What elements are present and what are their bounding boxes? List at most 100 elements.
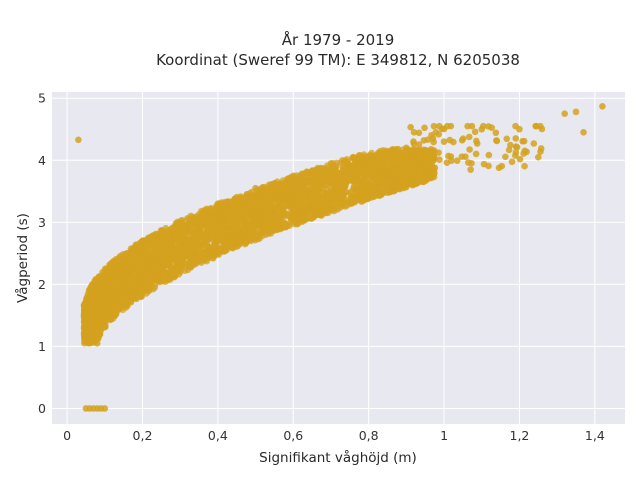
data-points <box>75 102 606 412</box>
data-point <box>537 148 544 155</box>
data-point <box>358 195 365 202</box>
data-point <box>92 283 100 291</box>
data-point <box>512 122 519 130</box>
y-tick-label: 0 <box>38 401 46 416</box>
data-point <box>117 289 125 296</box>
data-point <box>349 154 356 161</box>
data-point <box>505 146 513 154</box>
data-point <box>431 169 438 177</box>
data-point <box>498 162 506 170</box>
x-tick-label: 0,2 <box>133 428 153 443</box>
x-tick-labels: 0 0,2 0,4 0,6 0,8 1 1,2 1,4 <box>63 428 605 443</box>
data-point <box>561 110 568 118</box>
data-point <box>104 278 111 286</box>
data-point <box>508 158 516 166</box>
data-point <box>316 169 324 176</box>
data-point <box>81 336 89 344</box>
x-tick-label: 1 <box>440 428 448 443</box>
data-point <box>297 214 304 221</box>
data-point <box>217 248 224 255</box>
data-point <box>261 197 269 204</box>
data-point <box>277 202 285 210</box>
data-point <box>107 268 114 276</box>
data-point <box>502 153 509 161</box>
data-point <box>431 164 439 172</box>
data-point <box>180 243 187 251</box>
data-point <box>363 178 371 185</box>
data-point <box>407 123 414 131</box>
data-point <box>107 284 115 292</box>
data-point <box>274 193 281 200</box>
data-point <box>391 186 399 194</box>
data-point <box>341 168 349 176</box>
data-point <box>132 252 140 259</box>
data-point <box>264 188 271 195</box>
data-point <box>128 293 135 300</box>
chart-title-line1: År 1979 - 2019 <box>282 30 395 49</box>
data-point <box>321 202 328 210</box>
data-point <box>465 133 473 141</box>
data-point <box>274 181 282 189</box>
data-point <box>181 235 189 243</box>
data-point <box>122 262 130 269</box>
data-point <box>382 150 389 158</box>
data-point <box>239 204 246 212</box>
data-point <box>308 168 316 175</box>
data-point <box>492 129 500 137</box>
data-point <box>281 186 288 194</box>
data-point <box>488 124 496 131</box>
data-point <box>203 257 211 265</box>
data-point <box>534 153 542 161</box>
data-point <box>331 200 339 207</box>
data-point <box>106 308 114 316</box>
data-point <box>189 239 197 247</box>
data-point <box>284 196 292 204</box>
data-point <box>234 214 242 222</box>
data-point <box>430 122 438 130</box>
data-point <box>353 178 360 185</box>
data-point <box>156 271 164 279</box>
data-point <box>265 181 273 189</box>
data-point <box>371 159 378 167</box>
data-point <box>533 122 540 130</box>
data-point <box>372 167 379 175</box>
data-point <box>438 125 446 133</box>
data-point <box>164 268 171 276</box>
data-point <box>371 190 379 197</box>
data-point <box>473 137 480 145</box>
data-point <box>277 225 284 233</box>
data-point <box>133 243 141 250</box>
data-point <box>228 238 236 246</box>
data-point <box>378 159 385 167</box>
data-point <box>173 219 180 227</box>
data-point <box>147 257 155 264</box>
data-point <box>298 172 306 180</box>
data-point <box>117 273 125 280</box>
y-tick-label: 4 <box>38 153 46 168</box>
data-point <box>361 162 369 170</box>
data-point <box>122 250 129 258</box>
x-tick-label: 0,6 <box>283 428 303 443</box>
data-point <box>421 124 428 132</box>
data-point <box>424 136 432 143</box>
data-point <box>106 316 114 323</box>
data-point <box>408 176 416 183</box>
data-point <box>220 241 228 249</box>
data-point <box>209 254 216 261</box>
data-point <box>239 195 247 202</box>
data-point <box>238 227 245 234</box>
data-point <box>93 306 101 314</box>
data-point <box>338 173 345 181</box>
x-tick-label: 0 <box>63 428 71 443</box>
y-tick-label: 1 <box>38 339 46 354</box>
data-point <box>220 225 228 233</box>
data-point <box>410 129 418 136</box>
data-point <box>143 287 150 294</box>
data-point <box>208 244 216 252</box>
data-point <box>485 162 492 170</box>
data-point <box>198 259 205 266</box>
data-point <box>151 284 159 291</box>
data-point <box>440 138 448 145</box>
x-tick-label: 1,2 <box>510 428 530 443</box>
